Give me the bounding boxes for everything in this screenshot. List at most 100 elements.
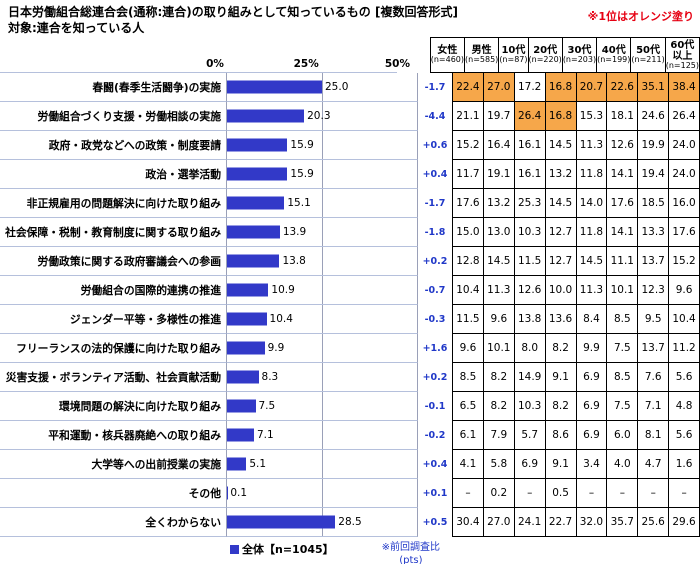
data-cell: 13.0 [482, 218, 514, 248]
bar-chart-cell: 10.9 [226, 276, 418, 306]
data-cell: 16.4 [482, 131, 514, 161]
change-value: +0.1 [422, 488, 448, 500]
category-label: フリーランスの法的保護に向けた取り組み [0, 334, 226, 364]
table-row: 春闘(春季生活闘争)の実施 25.0 -1.7 22.4 27.0 17.2 16.8 20.… [0, 73, 700, 103]
table-row: 社会保障・税制・教育制度に関する取り組み 13.9 -1.8 15.0 13.0 10.3… [0, 218, 700, 248]
data-cell: 19.9 [637, 131, 669, 161]
bar-chart-cell: 13.9 [226, 218, 418, 248]
data-cell: 7.1 [637, 392, 669, 422]
bar-value: 8.3 [261, 371, 279, 384]
bar [227, 283, 269, 297]
data-cell: 12.3 [637, 276, 669, 306]
category-label: 大学等への出前授業の実施 [0, 450, 226, 480]
bar-value: 28.5 [338, 516, 362, 529]
bar [227, 138, 288, 152]
data-cell: – [606, 479, 638, 509]
bar-chart-cell: 15.9 [226, 160, 418, 190]
category-label: 労働組合の国際的連携の推進 [0, 276, 226, 306]
data-cell: 5.7 [513, 421, 545, 451]
table-row: 労働組合の国際的連携の推進 10.9 -0.7 10.4 11.3 12.6 10.0 11.… [0, 276, 700, 306]
data-cell: 32.0 [575, 508, 607, 538]
data-cells: 15.0 13.0 10.3 12.7 11.8 14.1 13.3 17.6 [452, 218, 700, 248]
data-cell: 24.0 [668, 131, 700, 161]
legend-label: 全体【n=1045】 [242, 543, 334, 557]
data-cell: 8.2 [544, 334, 576, 364]
column-header: 20代 (n=220) [527, 37, 562, 74]
column-header-n: (n=203) [562, 55, 597, 65]
table-row: 労働政策に関する政府審議会への参画 13.8 +0.2 12.8 14.5 11.5 12.… [0, 247, 700, 277]
category-label: その他 [0, 479, 226, 509]
data-cell: – [637, 479, 669, 509]
data-cells: 6.5 8.2 10.3 8.2 6.9 7.5 7.1 4.8 [452, 392, 700, 422]
data-cell: 6.5 [452, 392, 483, 422]
change-value: -0.2 [424, 430, 446, 442]
data-cells: 4.1 5.8 6.9 9.1 3.4 4.0 4.7 1.6 [452, 450, 700, 480]
data-cell: 35.7 [606, 508, 638, 538]
data-cells: 17.6 13.2 25.3 14.5 14.0 17.6 18.5 16.0 [452, 189, 700, 219]
change-value: +0.4 [422, 169, 448, 181]
data-cell: 12.8 [452, 247, 483, 277]
data-cell: 11.1 [606, 247, 638, 277]
bar-chart-cell: 0.1 [226, 479, 418, 509]
column-header-label: 30代 [567, 45, 592, 57]
data-cell: 24.1 [513, 508, 545, 538]
bar-value: 20.3 [307, 110, 331, 123]
data-cell: 1.6 [668, 450, 700, 480]
data-cell: 11.2 [668, 334, 700, 364]
column-header: 50代 (n=211) [630, 37, 665, 74]
data-cell: 12.6 [513, 276, 545, 306]
table-row: ジェンダー平等・多様性の推進 10.4 -0.3 11.5 9.6 13.8 13.6 8.4… [0, 305, 700, 335]
axis-tick-0: 0% [206, 58, 224, 71]
column-header-label: 10代 [501, 45, 526, 57]
data-cell: 16.1 [513, 131, 545, 161]
data-cell: 14.5 [575, 247, 607, 277]
bar-value: 13.9 [282, 226, 307, 239]
column-header-label: 50代 [636, 45, 661, 57]
bar [227, 370, 259, 384]
bar [227, 341, 265, 355]
change-value: +0.5 [422, 517, 448, 529]
data-cell: 14.5 [544, 189, 576, 219]
data-cell: 7.9 [482, 421, 514, 451]
data-cell: 11.5 [513, 247, 545, 277]
data-cell: 8.5 [606, 305, 638, 335]
data-cell: 13.2 [482, 189, 514, 219]
change-value: -0.3 [424, 314, 446, 326]
data-cell: 9.1 [544, 363, 576, 393]
data-cell: 14.5 [482, 247, 514, 277]
column-header: 10代 (n=87) [498, 37, 528, 74]
footnote-line1: ※前回調査比 [381, 542, 441, 554]
data-cell: 8.6 [544, 421, 576, 451]
data-cell: 17.6 [452, 189, 483, 219]
bar [227, 428, 254, 442]
data-cell: 16.1 [513, 160, 545, 190]
column-header-label: 60代以上 [670, 39, 695, 62]
data-cell: 29.6 [668, 508, 700, 538]
table-row: その他 0.1 +0.1–0.2–0.5– – – – [0, 479, 700, 509]
bar [227, 167, 288, 181]
data-cell: 8.0 [513, 334, 545, 364]
table-row: 労働組合づくり支援・労働相談の実施 20.3 -4.4 21.1 19.7 26.4 16.… [0, 102, 700, 132]
data-cell: 15.2 [452, 131, 483, 161]
data-cell: 5.6 [668, 421, 700, 451]
data-cell: 15.3 [575, 102, 607, 132]
data-cell: 12.7 [544, 218, 576, 248]
data-cells: 15.2 16.4 16.1 14.5 11.3 12.6 19.9 24.0 [452, 131, 700, 161]
data-cell: 8.1 [637, 421, 669, 451]
data-cell-top-ranked: 16.8 [544, 73, 576, 103]
header-row: 0% 25% 50% 女性 (n=460) 男性 (n=585) 10代 (n=87) 20… [0, 37, 700, 74]
titles: 日本労働組合総連合会(通称:連合)の取り組みとして知っているもの [複数回答形式… [8, 5, 458, 36]
column-header-n: (n=87) [499, 55, 528, 65]
data-cell: 8.2 [482, 363, 514, 393]
data-cell-top-ranked: 38.4 [668, 73, 700, 103]
category-label: 労働政策に関する政府審議会への参画 [0, 247, 226, 277]
data-cells: 11.7 19.1 16.1 13.2 11.8 14.1 19.4 24.0 [452, 160, 700, 190]
data-cells: 11.5 9.6 13.8 13.6 8.4 8.5 9.5 10.4 [452, 305, 700, 335]
data-cell: 0.2 [482, 479, 514, 509]
page-subtitle: 対象:連合を知っている人 [8, 20, 145, 35]
table-row: 非正規雇用の問題解決に向けた取り組み 15.1 -1.7 17.6 13.2 25.3 14… [0, 189, 700, 219]
table-row: 環境問題の解決に向けた取り組み 7.5 -0.1 6.5 8.2 10.3 8.2 6.9 7.… [0, 392, 700, 422]
data-cells: –0.2–0.5– – – – [452, 479, 700, 509]
data-cell: 9.6 [452, 334, 483, 364]
data-cell-top-ranked: 27.0 [482, 73, 514, 103]
